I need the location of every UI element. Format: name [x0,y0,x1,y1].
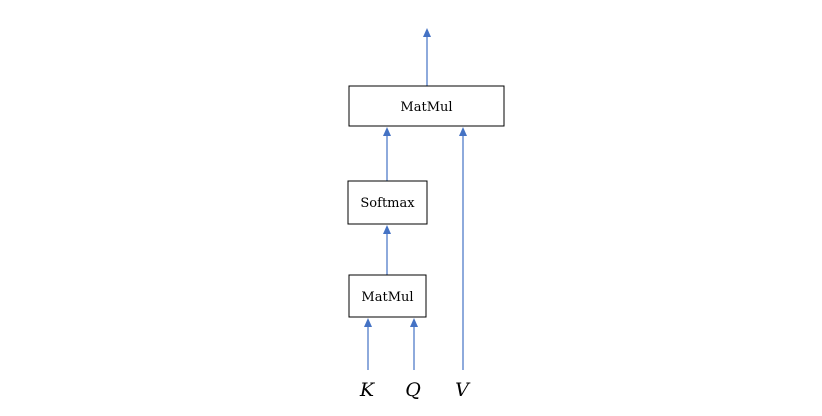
input-label-q: Q [405,379,421,401]
softmax-label: Softmax [360,196,415,211]
top-matmul-label: MatMul [400,100,452,115]
input-label-v: V [455,379,471,401]
output-arrow [423,28,431,86]
input-label-k: K [359,379,376,401]
q-to-matmul-arrow [410,318,418,370]
bottom-matmul-label: MatMul [361,290,413,305]
v-to-matmul-arrow [459,127,467,370]
softmax-to-matmul-arrow [383,127,391,181]
matmul-to-softmax-arrow [383,225,391,275]
k-to-matmul-arrow [364,318,372,370]
top-matmul-node: MatMul [348,85,505,127]
softmax-node: Softmax [347,180,428,225]
bottom-matmul-node: MatMul [348,274,427,318]
